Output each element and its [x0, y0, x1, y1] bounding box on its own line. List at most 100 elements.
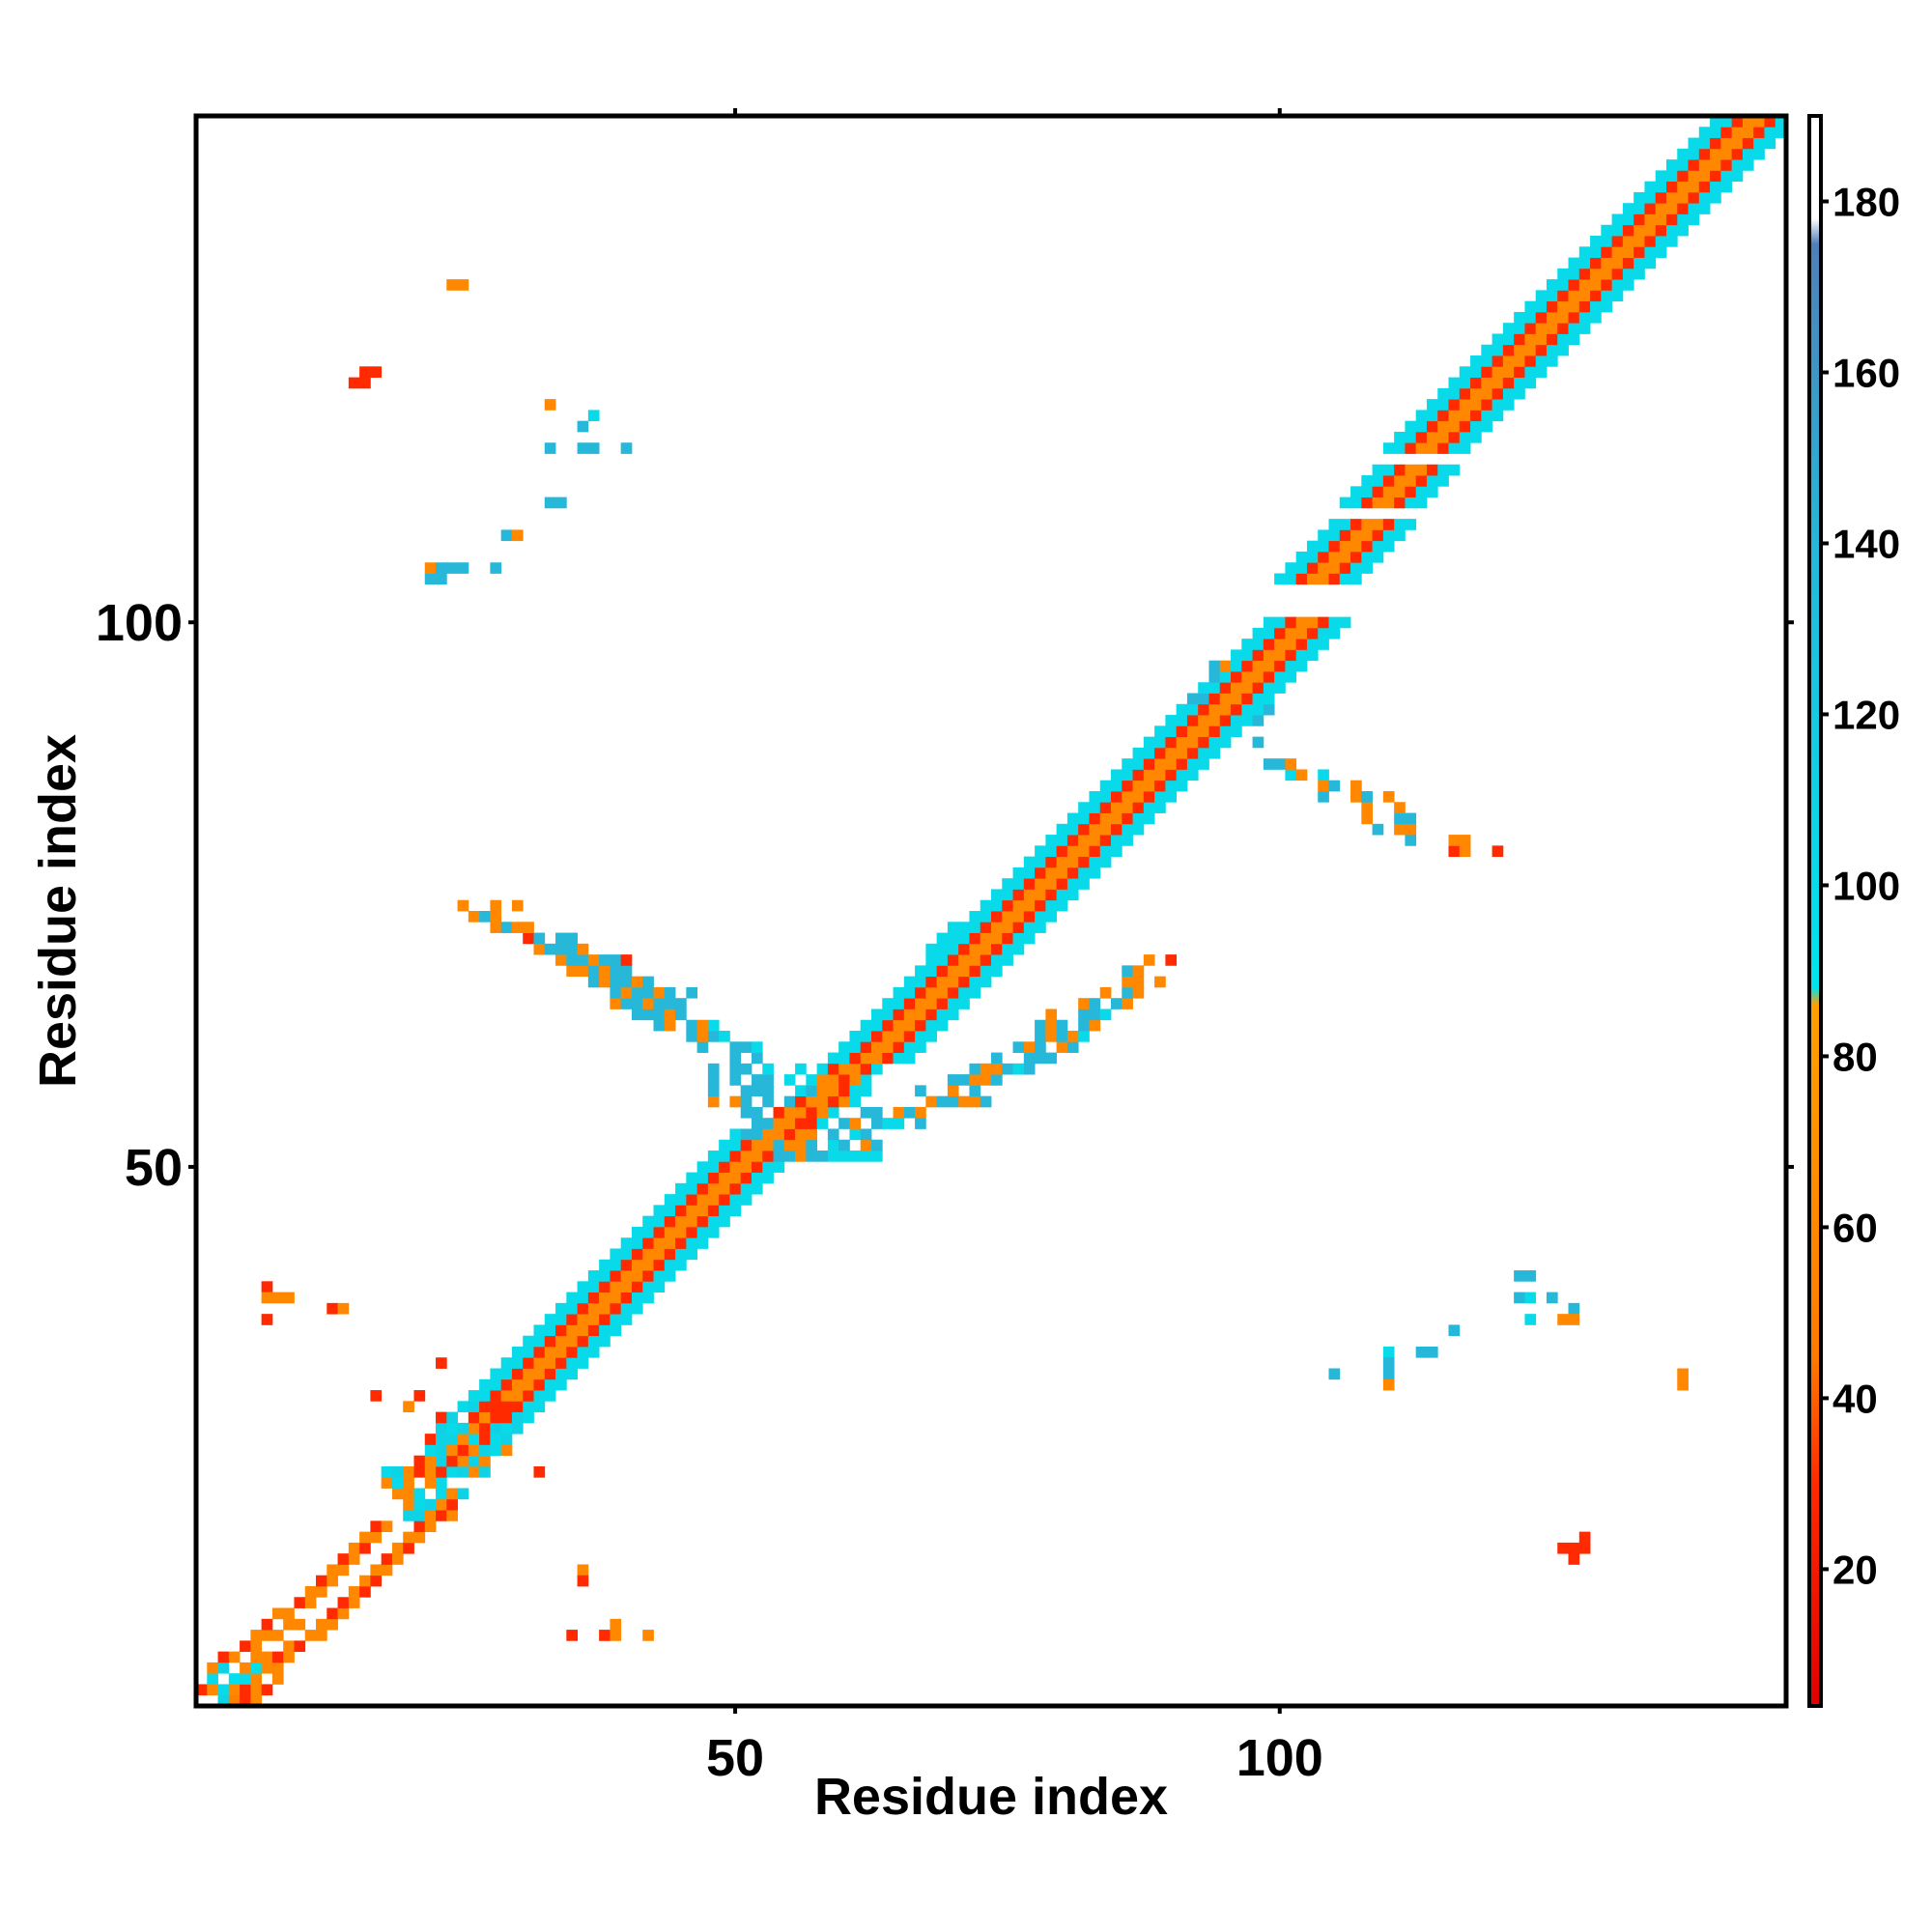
heatmap-cell	[587, 410, 600, 422]
heatmap-cell	[479, 1411, 491, 1424]
heatmap-cell	[849, 1063, 862, 1075]
y-tick-label: 50	[125, 1139, 183, 1197]
heatmap-cell	[773, 1161, 785, 1173]
heatmap-cell	[1622, 203, 1634, 214]
heatmap-cell	[1002, 922, 1013, 933]
heatmap-cell	[479, 1455, 491, 1467]
heatmap-cell	[1231, 693, 1242, 705]
heatmap-cell	[599, 1292, 611, 1304]
heatmap-cell	[903, 1106, 916, 1119]
heatmap-cell	[620, 965, 633, 978]
heatmap-cell	[707, 1151, 720, 1162]
heatmap-cell	[1677, 224, 1689, 237]
heatmap-cell	[500, 1422, 513, 1435]
heatmap-cell	[327, 1564, 338, 1577]
heatmap-cell	[1448, 420, 1461, 433]
heatmap-cell	[523, 1401, 534, 1412]
heatmap-cell	[729, 1172, 742, 1184]
heatmap-cell	[762, 1085, 774, 1097]
heatmap-cell	[1045, 835, 1058, 846]
heatmap-cell	[1318, 627, 1329, 639]
heatmap-cell	[1535, 333, 1548, 346]
heatmap-cell	[1578, 279, 1591, 291]
heatmap-cell	[1208, 670, 1221, 683]
heatmap-cell	[599, 1314, 611, 1325]
heatmap-cell	[969, 1063, 981, 1075]
heatmap-cell	[1012, 899, 1025, 912]
heatmap-cell	[1318, 562, 1329, 574]
heatmap-cell	[936, 976, 949, 988]
heatmap-cell	[1546, 355, 1558, 367]
heatmap-cell	[642, 1270, 654, 1282]
heatmap-cell	[936, 932, 949, 945]
heatmap-cell	[664, 1009, 676, 1021]
heatmap-cell	[1492, 410, 1504, 422]
heatmap-cell	[1405, 442, 1417, 454]
heatmap-cell	[1339, 497, 1351, 509]
heatmap-cell	[1426, 464, 1438, 476]
heatmap-cell	[1219, 693, 1232, 705]
heatmap-cell	[1665, 170, 1678, 183]
heatmap-cell	[675, 1226, 687, 1238]
heatmap-cell	[870, 1063, 883, 1075]
heatmap-cell	[1698, 127, 1711, 138]
heatmap-cell	[1361, 802, 1373, 813]
heatmap-cell	[707, 1194, 720, 1206]
heatmap-cell	[740, 1085, 753, 1097]
heatmap-cell	[316, 1630, 327, 1641]
heatmap-cell	[1568, 1302, 1580, 1315]
heatmap-cell	[403, 1488, 414, 1500]
heatmap-cell	[523, 932, 534, 945]
heatmap-cell	[1448, 835, 1461, 846]
heatmap-cell	[686, 1019, 697, 1032]
heatmap-cell	[359, 377, 371, 389]
heatmap-cell	[1546, 300, 1558, 313]
heatmap-cell	[882, 1009, 894, 1021]
heatmap-cell	[577, 1346, 589, 1358]
heatmap-cell	[958, 954, 970, 966]
heatmap-cell	[587, 1292, 600, 1304]
heatmap-cell	[1122, 998, 1133, 1009]
heatmap-cell	[696, 1226, 709, 1238]
heatmap-cell	[806, 1085, 818, 1097]
heatmap-cell	[947, 932, 959, 945]
heatmap-cell	[577, 1314, 589, 1325]
heatmap-cell	[217, 1684, 230, 1696]
heatmap-cell	[707, 1074, 720, 1086]
heatmap-cell	[1382, 790, 1395, 803]
heatmap-cell	[783, 1106, 796, 1119]
heatmap-cell	[773, 1118, 785, 1129]
heatmap-cell	[991, 1063, 1003, 1075]
heatmap-cell	[1578, 268, 1591, 280]
heatmap-cell	[620, 442, 633, 454]
heatmap-cell	[577, 420, 589, 433]
heatmap-cell	[1578, 300, 1591, 313]
heatmap-cell	[1492, 333, 1504, 346]
heatmap-cell	[642, 1281, 654, 1293]
heatmap-cell	[1219, 703, 1232, 716]
heatmap-cell	[696, 1031, 709, 1042]
heatmap-cell	[1274, 573, 1286, 585]
heatmap-cell	[719, 1215, 730, 1228]
heatmap-cell	[1492, 377, 1504, 389]
heatmap-cell	[587, 1335, 600, 1348]
heatmap-cell	[1514, 377, 1525, 389]
heatmap-cell	[1066, 889, 1079, 901]
heatmap-cell	[261, 1651, 273, 1663]
heatmap-cell	[1035, 856, 1046, 868]
heatmap-cell	[577, 442, 589, 454]
colorbar-tick-label: 160	[1833, 350, 1900, 395]
heatmap-cell	[795, 1063, 807, 1075]
heatmap-cell	[1176, 736, 1188, 749]
heatmap-cell	[1382, 442, 1395, 454]
heatmap-cell	[1165, 769, 1178, 781]
heatmap-cell	[1361, 562, 1373, 574]
heatmap-cell	[980, 1074, 992, 1086]
heatmap-cell	[1056, 835, 1068, 846]
heatmap-cell	[1698, 170, 1711, 183]
heatmap-cell	[577, 1281, 589, 1293]
heatmap-cell	[827, 1128, 839, 1141]
x-tick-label: 100	[1236, 1729, 1323, 1787]
heatmap-cell	[468, 1401, 480, 1412]
heatmap-cell	[391, 1553, 404, 1565]
